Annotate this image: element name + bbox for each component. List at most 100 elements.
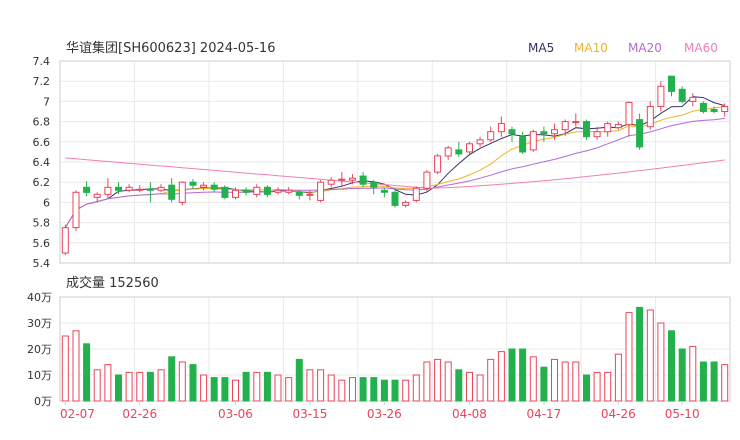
candle-body <box>380 189 388 193</box>
candle <box>115 182 122 195</box>
volume-bar <box>466 371 473 402</box>
volume-bar <box>455 369 463 402</box>
candle <box>221 185 229 200</box>
candle <box>338 172 346 188</box>
price-tick-label: 5.6 <box>33 237 51 250</box>
candle-body <box>710 109 718 112</box>
candle <box>434 153 442 175</box>
candle <box>232 187 239 200</box>
volume-bar <box>285 377 293 402</box>
candle-body <box>689 96 697 102</box>
candle <box>242 187 250 196</box>
candle <box>210 182 218 193</box>
candle-body <box>540 131 548 135</box>
volume-bar <box>646 309 654 402</box>
volume-bar <box>583 374 590 402</box>
candle <box>593 126 601 140</box>
candle <box>189 179 197 189</box>
volume-bar <box>412 374 420 402</box>
volume-bar <box>93 369 101 402</box>
candle <box>519 131 527 154</box>
candle <box>136 185 144 193</box>
candle-body <box>157 186 165 191</box>
volume-bar <box>434 358 442 402</box>
date-label: 04-08 <box>452 407 487 421</box>
candle <box>572 113 580 127</box>
candle-body <box>476 139 484 145</box>
candle-body <box>519 136 527 153</box>
ma20-line <box>64 117 725 228</box>
volume-bar <box>242 371 250 402</box>
candle-body <box>721 106 729 112</box>
candle <box>285 187 293 195</box>
price-tick-label: 6.2 <box>33 176 51 189</box>
candle <box>721 103 729 117</box>
volume-bar <box>423 361 431 402</box>
volume-bar <box>83 343 91 402</box>
candle <box>487 126 495 142</box>
candle <box>61 224 69 255</box>
price-tick-label: 6.4 <box>33 156 51 169</box>
price-tick-label: 6.8 <box>33 116 51 129</box>
date-label: 05-10 <box>665 407 700 421</box>
date-label: 02-07 <box>60 407 95 421</box>
legend-ma20: MA20 <box>628 41 662 55</box>
volume-bar <box>519 348 527 402</box>
volume-bar <box>115 374 122 402</box>
candle <box>125 184 133 193</box>
candle-body <box>221 186 229 198</box>
volume-bar <box>136 371 144 402</box>
candle <box>625 101 633 137</box>
price-panel: 7.4 7.2 7 6.8 6.6 6.4 6.2 6 5.8 5.6 5.4 <box>33 55 731 270</box>
legend-ma10: MA10 <box>574 41 608 55</box>
legend-ma5: MA5 <box>528 41 554 55</box>
volume-bar <box>699 361 707 402</box>
candle-body <box>561 121 569 131</box>
volume-bar <box>178 361 186 402</box>
volume-bar <box>540 366 548 402</box>
candle-body <box>136 188 144 191</box>
candle-body <box>466 143 473 153</box>
candle <box>146 182 154 203</box>
volume-bar <box>274 374 282 402</box>
candle <box>444 145 452 160</box>
candle <box>359 172 367 188</box>
candle <box>295 190 303 200</box>
candle <box>583 119 590 140</box>
volume-bar <box>200 374 208 402</box>
candle-body <box>668 75 675 92</box>
candle-body <box>263 186 271 195</box>
candle-body <box>104 186 112 195</box>
legend-ma60: MA60 <box>684 41 718 55</box>
candle <box>657 81 665 112</box>
volume-bar <box>551 358 558 402</box>
price-tick-label: 5.8 <box>33 217 51 230</box>
candle <box>529 129 537 152</box>
candle <box>604 121 612 137</box>
candle <box>274 187 282 195</box>
candle-body <box>529 131 537 151</box>
volume-bar <box>636 306 644 402</box>
candle <box>423 170 431 193</box>
candle-body <box>232 189 239 198</box>
candle-body <box>497 123 505 133</box>
price-tick-label: 5.4 <box>33 257 51 270</box>
candle-body <box>614 124 622 129</box>
volume-bar <box>625 312 633 402</box>
candle-body <box>402 201 410 206</box>
candle-body <box>551 129 558 135</box>
volume-bar <box>476 374 484 402</box>
volume-bar <box>125 371 133 402</box>
volume-bar <box>232 379 239 402</box>
volume-bar <box>104 364 112 402</box>
candle-body <box>327 179 335 185</box>
candle <box>476 136 484 147</box>
volume-bar <box>678 348 686 402</box>
candle-body <box>455 149 463 155</box>
volume-bar <box>338 379 346 402</box>
volume-bar <box>444 361 452 402</box>
candle <box>710 106 718 114</box>
volume-bar <box>689 345 697 402</box>
volume-bar <box>370 377 378 402</box>
